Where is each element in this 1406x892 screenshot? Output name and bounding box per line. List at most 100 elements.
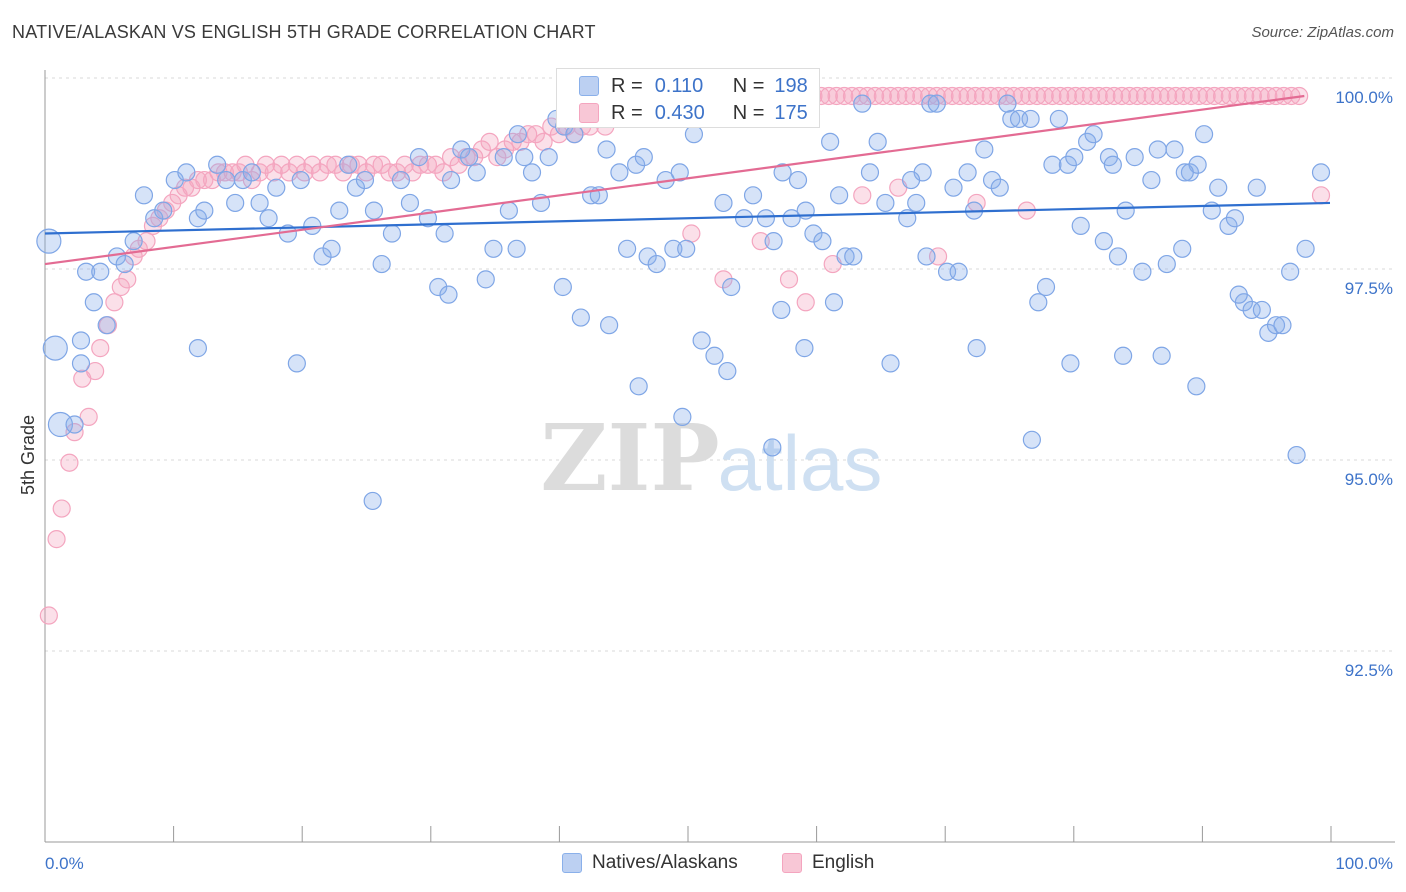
source-credit: Source: ZipAtlas.com: [1251, 24, 1394, 41]
natives-point: [188, 209, 208, 228]
natives-point: [756, 209, 775, 228]
natives-point: [1071, 216, 1090, 235]
english-point: [272, 155, 291, 174]
y-axis-label: 5th Grade: [18, 415, 38, 495]
natives-point: [565, 125, 584, 144]
natives-point: [600, 316, 619, 335]
natives-point: [718, 361, 737, 381]
english-point: [958, 86, 977, 106]
natives-point: [844, 247, 863, 266]
natives-point: [287, 354, 306, 373]
natives-point: [813, 232, 832, 251]
natives-point: [795, 339, 814, 358]
natives-point: [1266, 316, 1286, 335]
natives-point: [763, 438, 782, 457]
natives-point: [1103, 155, 1122, 174]
natives-point: [1022, 430, 1041, 449]
natives-point: [217, 170, 236, 190]
english-trendline: [44, 94, 1305, 266]
natives-point: [1247, 178, 1266, 197]
y-tick-label: 95.0%: [1345, 470, 1393, 489]
n-value: 198: [774, 74, 808, 97]
natives-point: [876, 193, 895, 213]
english-point: [441, 148, 461, 167]
english-point: [1089, 86, 1108, 106]
natives-point: [134, 186, 154, 205]
english-point: [534, 132, 553, 151]
y-tick-label: 97.5%: [1345, 279, 1393, 298]
english-point: [1166, 86, 1185, 106]
natives-point: [1043, 155, 1062, 174]
english-point: [1105, 86, 1124, 106]
natives-point: [476, 270, 495, 289]
natives-point: [1133, 262, 1152, 281]
english-point: [842, 86, 862, 106]
natives-point: [673, 407, 692, 426]
legend-item-natives[interactable]: Natives/Alaskans: [562, 852, 738, 874]
natives-point: [1187, 377, 1206, 396]
natives-point: [629, 377, 648, 396]
natives-point: [705, 346, 724, 365]
x-tick-label: 100.0%: [1335, 854, 1393, 873]
natives-point: [441, 170, 461, 190]
x-tick-label: 0.0%: [45, 854, 84, 873]
english-point: [1220, 86, 1239, 106]
natives-point: [1252, 300, 1271, 320]
natives-point: [692, 331, 711, 350]
english-point: [1151, 86, 1170, 106]
english-point: [449, 155, 468, 174]
stats-box: R = 0.110 N = 198 R = 0.430 N = 175: [556, 68, 820, 128]
natives-point: [860, 163, 880, 182]
natives-point: [1242, 300, 1261, 320]
natives-point: [71, 354, 91, 373]
english-point: [326, 155, 345, 174]
english-point: [950, 86, 970, 106]
natives-point: [1142, 170, 1161, 190]
english-point: [357, 163, 376, 182]
natives-point: [921, 94, 940, 113]
natives-point: [65, 415, 84, 434]
natives-point: [84, 293, 103, 312]
natives-point: [484, 239, 503, 258]
english-point: [1182, 86, 1201, 106]
natives-legend-swatch: [562, 853, 582, 873]
english-point: [973, 86, 993, 106]
english-point: [1128, 86, 1147, 106]
english-point: [927, 86, 946, 106]
natives-point: [77, 262, 96, 281]
natives-point: [714, 193, 733, 213]
english-point: [236, 155, 255, 174]
y-tick-label: 100.0%: [1335, 88, 1393, 107]
natives-point: [1148, 140, 1167, 159]
english-point: [853, 186, 872, 205]
r-label: R =: [611, 74, 643, 97]
natives-point: [1002, 109, 1021, 129]
natives-point: [990, 178, 1009, 197]
natives-point: [1084, 125, 1103, 144]
natives-point: [647, 254, 666, 274]
english-point: [819, 86, 838, 106]
natives-point: [597, 140, 616, 159]
natives-point: [571, 308, 590, 327]
natives-point: [684, 125, 704, 144]
natives-points: [36, 94, 1331, 511]
natives-point: [188, 339, 208, 358]
natives-point: [958, 163, 977, 182]
legend-item-english[interactable]: English: [782, 852, 874, 874]
natives-point: [1049, 109, 1068, 129]
english-point: [349, 155, 368, 174]
n-value: 175: [774, 101, 808, 124]
legend-label: English: [812, 852, 875, 873]
english-point: [779, 270, 799, 289]
english-point: [1143, 86, 1162, 106]
natives-point: [1165, 140, 1184, 159]
natives-point: [91, 262, 110, 281]
english-point: [118, 270, 137, 289]
english-point: [1043, 86, 1062, 106]
natives-point: [1036, 277, 1056, 297]
english-point: [1027, 86, 1047, 106]
natives-point: [1061, 354, 1080, 373]
english-point: [827, 86, 846, 106]
n-label: N =: [732, 74, 765, 97]
